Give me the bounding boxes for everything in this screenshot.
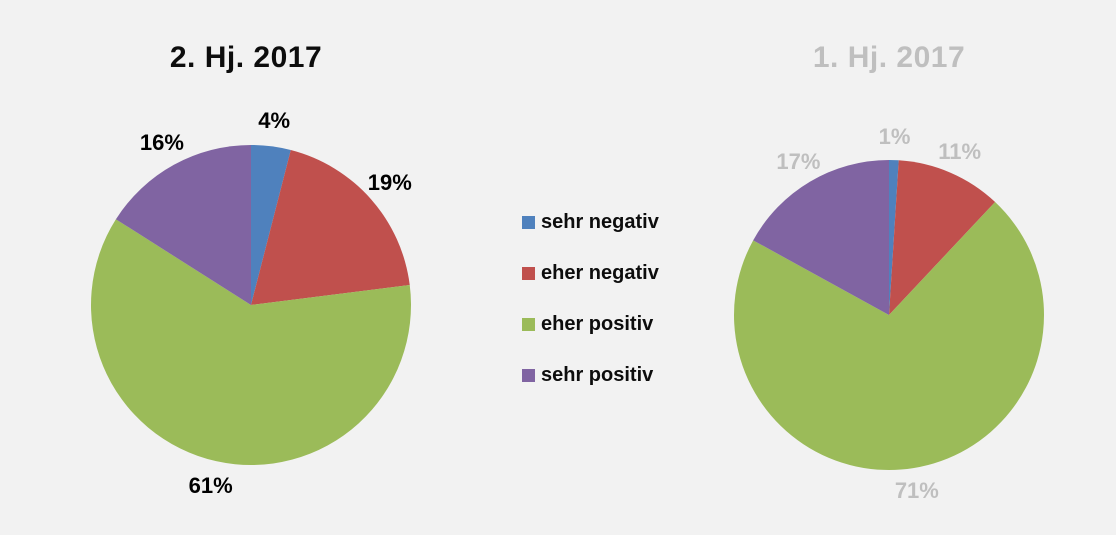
slice-label-sehr-negativ: 1% [878, 124, 911, 150]
slice-label-sehr-positiv: 17% [776, 148, 821, 174]
pie-chart-1hj-2017: 1% 11% 71% 17% [734, 124, 1044, 503]
pie-slice-eher-negativ [251, 150, 410, 305]
pie-slice-eher-positiv [90, 219, 411, 466]
pie-slice-sehr-negativ [889, 160, 899, 315]
legend-item-sehr-positiv: sehr positiv [522, 363, 659, 386]
legend: sehr negativ eher negativ eher positiv s… [522, 210, 659, 386]
legend-label-sehr-negativ: sehr negativ [541, 210, 659, 233]
slice-label-eher-positiv: 71% [894, 477, 939, 503]
pie-slice-sehr-positiv [115, 145, 251, 305]
slice-label-sehr-positiv: 16% [139, 129, 184, 155]
pie-slice-sehr-negativ [251, 145, 291, 305]
pie-slice-sehr-positiv [753, 160, 889, 315]
slice-label-eher-positiv: 61% [188, 472, 233, 498]
slice-label-eher-negativ: 19% [367, 169, 412, 195]
legend-item-sehr-negativ: sehr negativ [522, 210, 659, 233]
pie-title-2hj-2017: 2. Hj. 2017 [169, 40, 323, 74]
slice-label-eher-negativ: 11% [938, 138, 982, 164]
slice-label-sehr-negativ: 4% [258, 108, 291, 134]
legend-swatch-eher-negativ [522, 266, 535, 280]
legend-swatch-sehr-negativ [522, 215, 535, 229]
legend-swatch-eher-positiv [522, 317, 535, 331]
pie-slice-eher-positiv [734, 202, 1044, 470]
legend-label-sehr-positiv: sehr positiv [541, 363, 654, 386]
pie-slice-eher-negativ [889, 160, 996, 315]
legend-item-eher-negativ: eher negativ [522, 261, 659, 284]
legend-item-eher-positiv: eher positiv [522, 312, 659, 335]
pie-svg-2hj-2017 [90, 145, 411, 466]
legend-label-eher-negativ: eher negativ [541, 261, 659, 284]
pie-svg-1hj-2017 [734, 160, 1044, 470]
pie-chart-2hj-2017: 4% 19% 61% 16% [90, 108, 412, 498]
pie-title-1hj-2017: 1. Hj. 2017 [812, 40, 966, 74]
legend-label-eher-positiv: eher positiv [541, 312, 654, 335]
legend-swatch-sehr-positiv [522, 368, 535, 382]
